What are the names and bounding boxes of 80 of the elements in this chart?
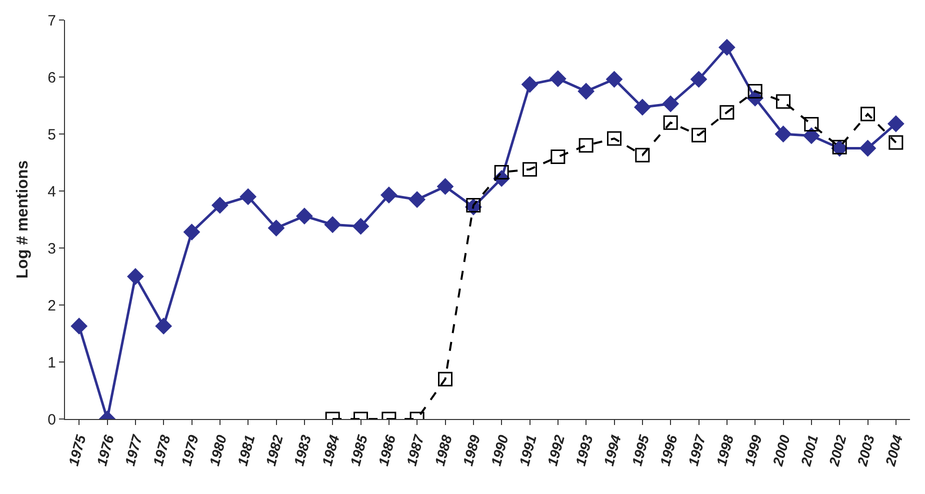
x-tick-label: 1975: [65, 433, 89, 468]
y-tick-label: 7: [48, 12, 56, 30]
x-tick-label: 1994: [600, 433, 624, 468]
point: [720, 105, 734, 120]
x-tick-label: 1997: [684, 432, 709, 468]
point: [887, 115, 904, 132]
point: [70, 318, 88, 335]
x-tick-label: 2000: [769, 433, 793, 468]
x-tick-label: 1995: [628, 433, 652, 468]
x-tick-label: 1999: [741, 433, 765, 468]
point: [550, 150, 566, 164]
y-tick-label: 1: [48, 354, 56, 372]
x-tick-label: 1984: [318, 433, 342, 468]
y-tick-label: 3: [48, 240, 56, 258]
point: [183, 224, 200, 240]
point: [240, 188, 257, 206]
point: [802, 127, 820, 144]
x-tick-label: 2003: [854, 433, 878, 468]
x-tick-label: 1996: [656, 433, 680, 468]
y-tick-label: 4: [48, 183, 56, 200]
x-tick-label: 1978: [150, 433, 174, 468]
x-tick-label: 1979: [178, 433, 202, 468]
point: [324, 216, 342, 234]
x-tick-label: 1987: [403, 432, 428, 468]
point: [859, 140, 876, 157]
point: [606, 70, 623, 88]
point: [380, 186, 398, 204]
point: [296, 208, 313, 225]
point: [578, 138, 594, 153]
point: [804, 117, 819, 132]
x-tick-label: 1993: [572, 433, 596, 468]
x-tick-label: 1981: [234, 433, 258, 468]
x-tick-label: 2004: [882, 433, 906, 468]
point: [860, 106, 875, 122]
point: [522, 162, 537, 177]
point: [155, 318, 172, 335]
point: [607, 131, 622, 146]
y-tick-label: 6: [48, 69, 56, 86]
point: [126, 268, 144, 285]
point: [578, 82, 595, 100]
point: [549, 70, 566, 88]
point: [634, 98, 651, 116]
x-tick-label: 1988: [431, 433, 455, 468]
x-tick-label: 1998: [713, 433, 737, 468]
x-tick-label: 1992: [544, 433, 568, 468]
point: [748, 84, 762, 98]
point: [436, 178, 454, 195]
point: [692, 128, 706, 142]
x-tick-label: 1989: [460, 433, 484, 468]
x-tick-label: 1986: [375, 433, 399, 468]
point: [268, 220, 285, 236]
point: [662, 95, 680, 112]
y-tick-label: 0: [48, 411, 56, 428]
point: [663, 115, 678, 130]
point: [718, 38, 736, 56]
point: [521, 76, 538, 93]
x-tick-label: 2002: [825, 433, 850, 468]
x-tick-label: 1980: [206, 433, 230, 468]
point: [774, 126, 792, 142]
x-tick-label: 1985: [346, 433, 370, 468]
y-axis-title: Log # mentions: [14, 160, 32, 279]
x-tick-label: 2001: [797, 433, 822, 468]
point: [690, 70, 708, 88]
x-tick-label: 1990: [488, 433, 512, 468]
point: [888, 135, 904, 150]
x-tick-label: 1982: [262, 433, 286, 468]
point: [635, 148, 650, 162]
point: [408, 191, 426, 208]
point: [352, 218, 370, 235]
point: [438, 372, 452, 386]
x-tick-label: 1983: [290, 433, 314, 468]
x-tick-label: 1991: [516, 433, 540, 468]
point: [466, 198, 481, 212]
y-tick-label: 2: [48, 297, 56, 314]
y-tick-label: 5: [48, 126, 56, 144]
point: [211, 196, 228, 214]
x-tick-label: 1977: [122, 432, 146, 468]
point: [776, 94, 790, 109]
x-tick-label: 1976: [93, 433, 117, 468]
point: [494, 164, 509, 180]
